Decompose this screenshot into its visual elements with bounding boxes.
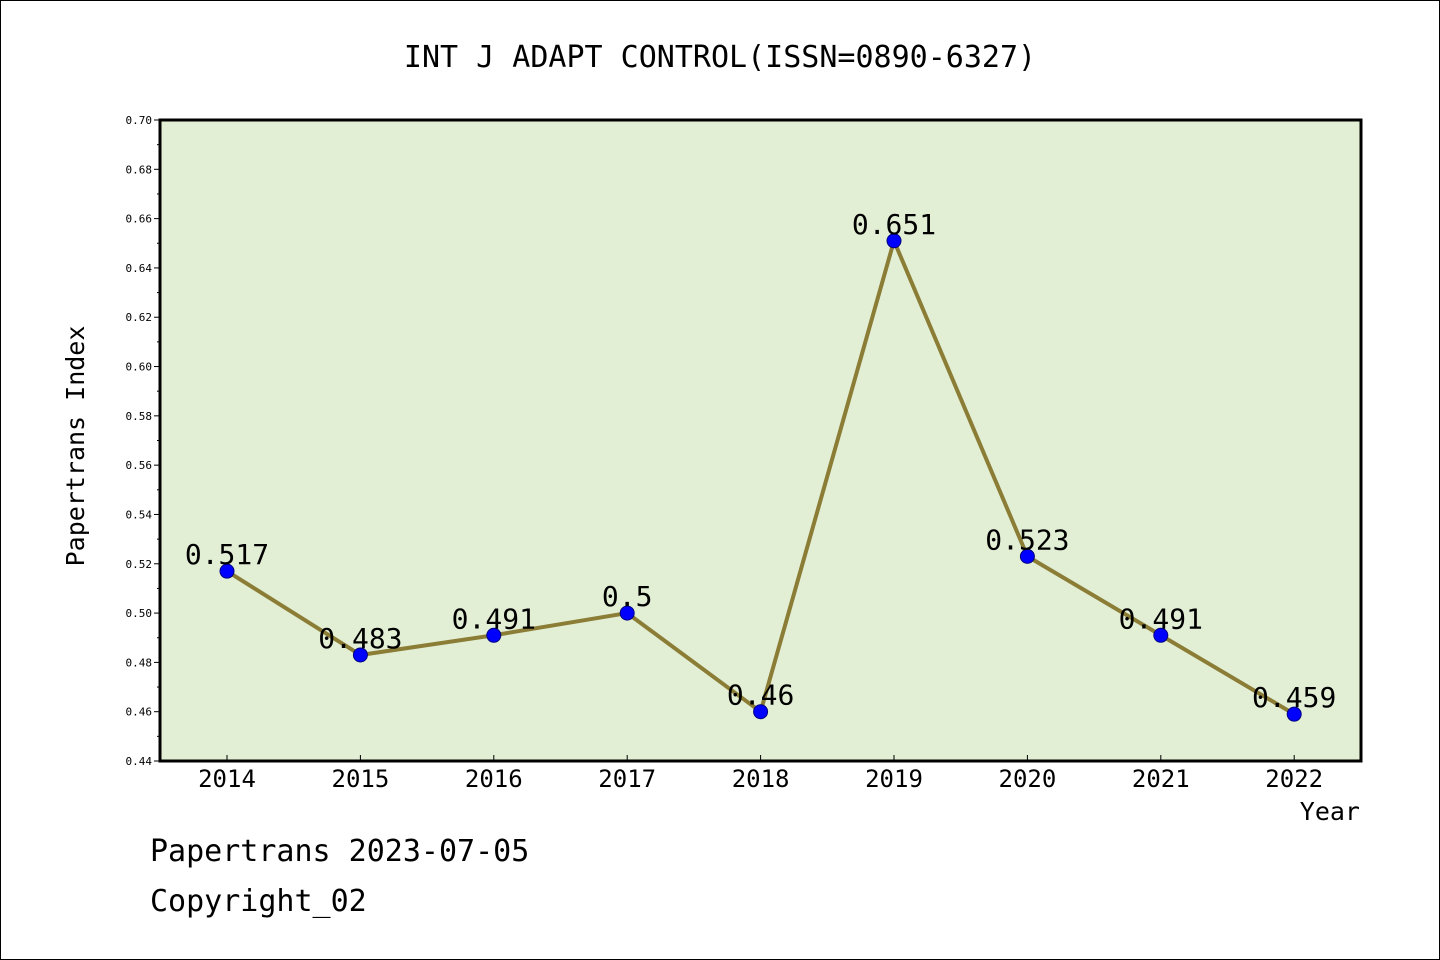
y-tick-label: 0.68 (126, 163, 153, 176)
y-axis-ticks: 0.44 0.46 0.48 0.50 0.52 0.54 0.56 0.58 0.60 0.62… (126, 114, 160, 768)
y-axis-label: Papertrans Index (61, 326, 90, 567)
data-label: 0.46 (727, 679, 794, 712)
y-tick-label: 0.66 (126, 213, 153, 226)
x-tick-label: 2021 (1132, 765, 1190, 793)
y-tick-label: 0.64 (126, 262, 153, 275)
plot-area (160, 120, 1361, 761)
data-point (1153, 627, 1169, 643)
y-tick-label: 0.50 (126, 607, 153, 620)
data-label: 0.517 (185, 538, 269, 571)
data-point (486, 627, 502, 643)
data-label: 0.523 (985, 523, 1069, 556)
data-point (1019, 548, 1035, 564)
data-point (753, 704, 769, 720)
data-label: 0.491 (1119, 602, 1203, 635)
y-tick-label: 0.46 (126, 706, 153, 719)
data-labels: 0.517 0.483 0.491 0.5 0.46 0.651 0.523 0.491 0.4… (185, 208, 1336, 714)
y-tick-label: 0.44 (126, 755, 153, 768)
data-markers (219, 233, 1302, 722)
x-tick-label: 2022 (1265, 765, 1323, 793)
x-tick-label: 2017 (598, 765, 656, 793)
data-point (1286, 706, 1302, 722)
y-tick-label: 0.54 (126, 508, 153, 521)
x-tick-label: 2015 (332, 765, 390, 793)
data-point (619, 605, 635, 621)
data-label: 0.651 (852, 208, 936, 241)
footer-stamp: Papertrans 2023-07-05 (150, 834, 530, 869)
x-tick-label: 2019 (865, 765, 923, 793)
y-tick-label: 0.52 (126, 558, 153, 571)
x-tick-label: 2016 (465, 765, 523, 793)
y-tick-label: 0.58 (126, 410, 153, 423)
y-tick-label: 0.70 (126, 114, 153, 127)
data-label: 0.483 (318, 622, 402, 655)
x-axis-label: Year (1300, 797, 1360, 826)
data-point (219, 563, 235, 579)
y-tick-label: 0.48 (126, 656, 153, 669)
x-tick-label: 2018 (732, 765, 790, 793)
x-tick-label: 2014 (198, 765, 256, 793)
x-axis-ticks: 2014 2015 2016 2017 2018 2019 2020 2021 2022 (198, 755, 1323, 793)
y-tick-label: 0.56 (126, 459, 153, 472)
footer-copyright: Copyright_02 (150, 884, 367, 919)
y-tick-label: 0.60 (126, 361, 153, 374)
data-label: 0.491 (452, 602, 536, 635)
chart-title: INT J ADAPT CONTROL(ISSN=0890-6327) (404, 40, 1036, 75)
data-label: 0.459 (1252, 681, 1336, 714)
data-label: 0.5 (602, 580, 653, 613)
data-point (886, 233, 902, 249)
y-tick-label: 0.62 (126, 311, 153, 324)
x-tick-label: 2020 (999, 765, 1057, 793)
data-point (352, 647, 368, 663)
plot-border (158, 118, 1363, 763)
